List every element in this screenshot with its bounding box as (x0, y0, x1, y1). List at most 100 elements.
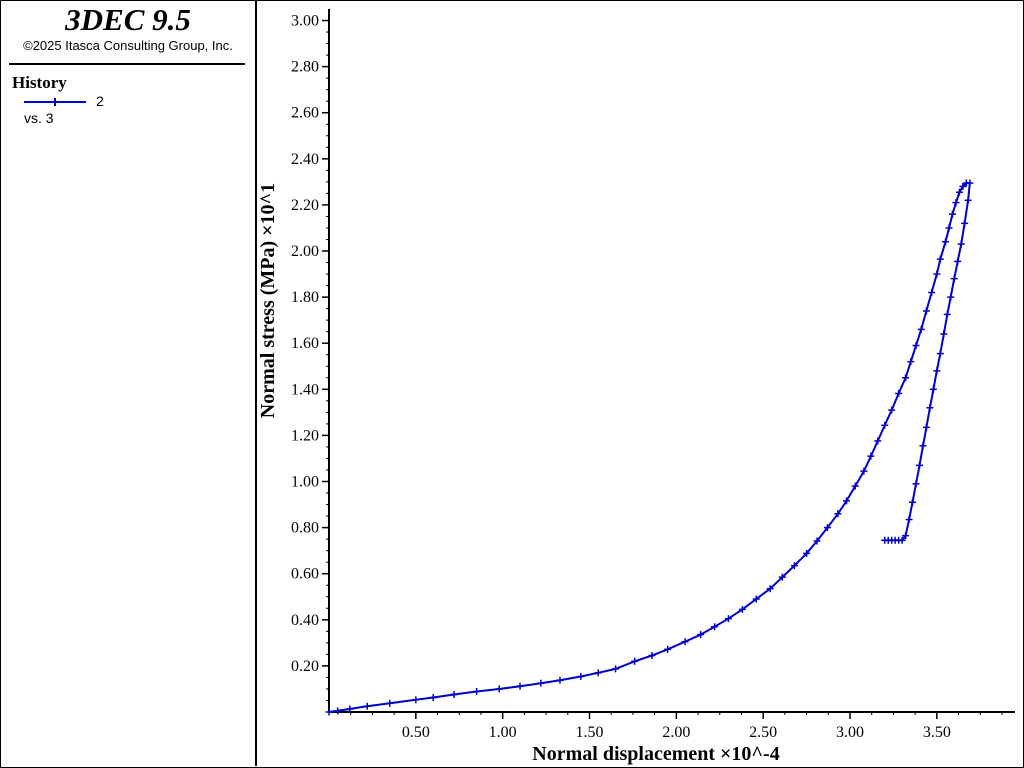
y-tick-label: 2.00 (291, 243, 319, 260)
data-point-marker (412, 696, 420, 704)
y-tick-label: 2.80 (291, 59, 319, 76)
data-point-marker (711, 623, 719, 631)
data-point-marker (950, 275, 958, 283)
data-point-marker (860, 467, 868, 475)
x-tick-label: 3.00 (836, 724, 864, 741)
data-point-marker (556, 676, 564, 684)
data-point-marker (881, 536, 889, 544)
chart-svg[interactable]: 0.20 0.40 0.60 0.80 1.00 1.20 1.40 1.60 1.80 2.00… (257, 1, 1022, 766)
data-point-marker (450, 690, 458, 698)
data-point-marker (945, 224, 953, 232)
data-point-marker (929, 385, 937, 393)
data-point-marker (955, 188, 963, 196)
y-tick-label: 1.60 (291, 335, 319, 352)
data-point-marker (936, 255, 944, 263)
data-point-marker (926, 404, 934, 412)
data-point-marker (959, 182, 967, 190)
data-point-marker (516, 682, 524, 690)
data-point-marker (881, 421, 889, 429)
data-point-marker (912, 342, 920, 350)
series-line (328, 182, 971, 713)
data-point-marker (778, 573, 786, 581)
data-point-marker (933, 270, 941, 278)
data-point-marker (940, 330, 948, 338)
data-point-marker (919, 442, 927, 450)
data-point-marker (851, 482, 859, 490)
data-point-marker (966, 179, 974, 187)
data-point-marker (724, 615, 732, 623)
data-point-marker (895, 389, 903, 397)
plot-area[interactable]: 0.20 0.40 0.60 0.80 1.00 1.20 1.40 1.60 1.80 2.00… (257, 1, 1022, 766)
data-point-marker (902, 374, 910, 382)
data-point-marker (909, 498, 917, 506)
data-point-marker (386, 699, 394, 707)
data-point-marker (843, 497, 851, 505)
data-point-marker (888, 406, 896, 414)
data-point-marker (813, 537, 821, 545)
data-point-marker (952, 199, 960, 207)
data-point-marker (664, 645, 672, 653)
data-point-marker (334, 707, 342, 715)
y-tick-label: 0.20 (291, 658, 319, 675)
data-point-marker (917, 325, 925, 333)
data-point-marker (681, 638, 689, 646)
history-heading: History (12, 73, 67, 92)
data-point-marker (933, 367, 941, 375)
data-point-marker (874, 437, 882, 445)
data-point-marker (752, 595, 760, 603)
x-axis-title: Normal displacement ×10^-4 (532, 743, 779, 765)
legend-divider (9, 63, 245, 65)
data-point-marker (577, 673, 585, 681)
legend-panel: 3DEC 9.5 ©2025 Itasca Consulting Group, … (1, 1, 257, 766)
x-tick-label: 1.50 (576, 724, 604, 741)
data-point-marker (648, 652, 656, 660)
x-tick-label: 0.50 (402, 724, 430, 741)
data-point-marker (363, 702, 371, 710)
data-point-marker (943, 310, 951, 318)
x-tick-label: 3.50 (923, 724, 951, 741)
y-tick-label: 1.20 (291, 427, 319, 444)
data-point-marker (902, 532, 910, 540)
data-point-marker (957, 240, 965, 248)
legend-line-swatch-icon (24, 98, 86, 106)
x-tick-label: 2.00 (662, 724, 690, 741)
data-point-marker (790, 562, 798, 570)
app-title: 3DEC 9.5 (65, 2, 191, 37)
data-point-marker (905, 516, 913, 524)
data-point-marker (473, 687, 481, 695)
y-tick-label: 1.40 (291, 381, 319, 398)
data-point-marker (766, 585, 774, 593)
data-point-marker (346, 705, 354, 713)
data-point-marker (928, 289, 936, 297)
data-point-marker (697, 631, 705, 639)
data-point-marker (537, 679, 545, 687)
data-point-marker (823, 524, 831, 532)
data-point-marker (922, 423, 930, 431)
legend-series-name: 2 (96, 93, 104, 109)
data-point-marker (631, 657, 639, 665)
data-point-marker (964, 196, 972, 204)
y-tick-label: 1.00 (291, 474, 319, 491)
data-point-marker (948, 210, 956, 218)
y-tick-label: 1.80 (291, 289, 319, 306)
data-point-marker (495, 685, 503, 693)
y-tick-label: 2.40 (291, 151, 319, 168)
data-point-marker (954, 257, 962, 265)
y-tick-label: 0.40 (291, 612, 319, 629)
data-point-marker (867, 452, 875, 460)
data-point-marker (922, 307, 930, 315)
data-point-marker (612, 665, 620, 673)
data-point-marker (915, 461, 923, 469)
x-tick-label: 2.50 (749, 724, 777, 741)
data-point-marker (834, 510, 842, 518)
y-tick-label: 2.60 (291, 105, 319, 122)
copyright-text: ©2025 Itasca Consulting Group, Inc. (23, 38, 233, 53)
data-point-marker (947, 293, 955, 301)
data-point-marker (738, 605, 746, 613)
data-point-marker (936, 350, 944, 358)
y-axis-title: Normal stress (MPa) ×10^1 (257, 183, 279, 418)
data-point-marker (961, 219, 969, 227)
y-tick-label: 2.20 (291, 197, 319, 214)
data-point-marker (912, 480, 920, 488)
data-point-marker (325, 708, 333, 716)
